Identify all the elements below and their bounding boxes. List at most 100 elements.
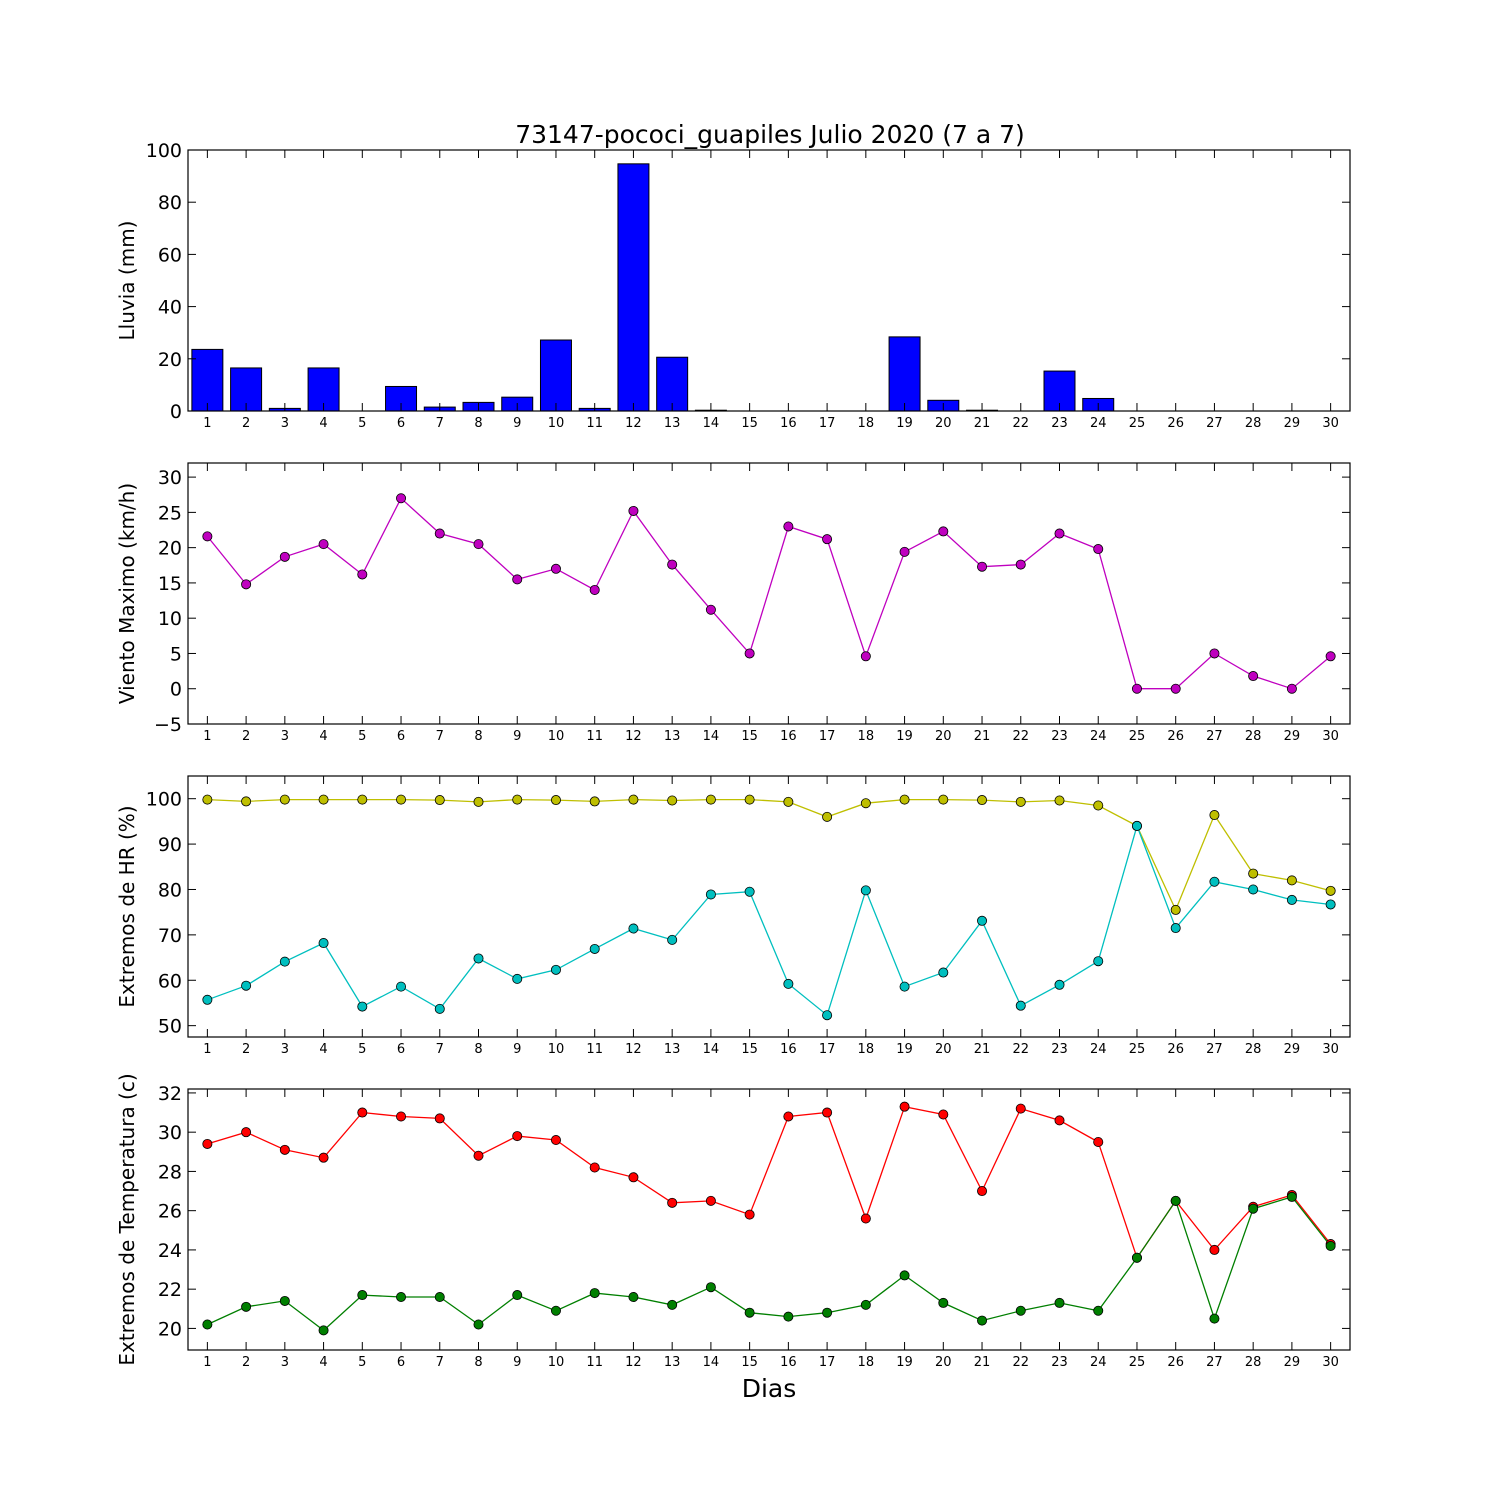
rain-xtick-label-5: 5 (358, 416, 366, 431)
humidity-series-1-point-day-30 (1325, 885, 1336, 896)
humidity-series-1-point-day-18 (860, 798, 871, 809)
rain-ytick-label-40: 40 (158, 297, 182, 319)
humidity-series-2-point-day-8 (473, 953, 484, 964)
temperature-series-2-point-day-21 (977, 1315, 988, 1326)
humidity-ytick-label-70: 70 (158, 925, 182, 947)
temperature-xtick-label-23: 23 (1051, 1355, 1068, 1370)
humidity-series-1-point-day-5 (357, 794, 368, 805)
wind-xtick-label-26: 26 (1167, 729, 1184, 744)
rain-xtick-label-19: 19 (896, 416, 913, 431)
humidity-ytick-label-90: 90 (158, 834, 182, 856)
humidity-series-2-point-day-11 (589, 943, 600, 954)
wind-xtick-label-3: 3 (281, 729, 289, 744)
humidity-series-2-point-day-13 (667, 934, 678, 945)
wind-series-1-point-day-9 (512, 574, 523, 585)
rain-ytick-label-80: 80 (158, 192, 182, 214)
humidity-xtick-label-26: 26 (1167, 1042, 1184, 1057)
rain-xtick-label-3: 3 (281, 416, 289, 431)
rain-axes-frame (187, 149, 1351, 412)
humidity-xtick-label-18: 18 (858, 1042, 875, 1057)
humidity-series-1-point-day-10 (550, 795, 561, 806)
temperature-series-2-point-day-13 (667, 1299, 678, 1310)
rain-bar-day-19 (888, 336, 921, 412)
humidity-series-1-point-day-12 (628, 794, 639, 805)
wind-series-1-point-day-24 (1093, 544, 1104, 555)
temperature-y-axis-label: Extremos de Temperatura (c) (115, 1073, 139, 1365)
temperature-series-1-point-day-9 (512, 1131, 523, 1142)
wind-xtick-label-28: 28 (1245, 729, 1262, 744)
temperature-series-2-point-day-11 (589, 1288, 600, 1299)
rain-xtick-label-2: 2 (242, 416, 250, 431)
temperature-xtick-label-12: 12 (625, 1355, 642, 1370)
temperature-xtick-label-22: 22 (1012, 1355, 1029, 1370)
humidity-series-1-point-day-14 (705, 794, 716, 805)
temperature-series-2-point-day-15 (744, 1307, 755, 1318)
wind-series-1-point-day-8 (473, 539, 484, 550)
humidity-series-1-point-day-28 (1248, 868, 1259, 879)
humidity-xtick-label-25: 25 (1129, 1042, 1146, 1057)
wind-ytick-label-15: 15 (158, 573, 182, 595)
temperature-series-1-point-day-21 (977, 1186, 988, 1197)
rain-xtick-label-22: 22 (1012, 416, 1029, 431)
humidity-series-2-point-day-14 (705, 889, 716, 900)
temperature-ytick-label-30: 30 (158, 1122, 182, 1144)
wind-series-1-point-day-30 (1325, 651, 1336, 662)
wind-series-1-point-day-4 (318, 539, 329, 550)
temperature-series-2-point-day-12 (628, 1292, 639, 1303)
wind-xtick-label-10: 10 (548, 729, 565, 744)
humidity-xtick-label-2: 2 (242, 1042, 250, 1057)
temperature-series-1-point-day-13 (667, 1197, 678, 1208)
wind-xtick-label-4: 4 (319, 729, 327, 744)
humidity-series-1-point-day-16 (783, 796, 794, 807)
temperature-series-2-point-day-28 (1248, 1203, 1259, 1214)
temperature-series-2-point-day-7 (434, 1292, 445, 1303)
temperature-series-1-point-day-5 (357, 1107, 368, 1118)
temperature-series-1-point-day-4 (318, 1152, 329, 1163)
rain-xtick-label-24: 24 (1090, 416, 1107, 431)
rain-y-axis-label: Lluvia (mm) (115, 221, 139, 341)
wind-ytick-label-5: 5 (170, 643, 182, 665)
temperature-series-1-point-day-10 (550, 1135, 561, 1146)
temperature-xtick-label-29: 29 (1284, 1355, 1301, 1370)
temperature-ytick-label-22: 22 (158, 1279, 182, 1301)
temperature-xtick-label-30: 30 (1322, 1355, 1339, 1370)
humidity-series-1-point-day-17 (822, 811, 833, 822)
humidity-series-2-point-day-25 (1131, 820, 1142, 831)
temperature-axes-frame (187, 1088, 1351, 1351)
wind-y-axis-label: Viento Maximo (km/h) (115, 483, 139, 704)
rain-xtick-label-4: 4 (319, 416, 327, 431)
temperature-series-2-point-day-1 (202, 1319, 213, 1330)
temperature-series-2-point-day-30 (1325, 1240, 1336, 1251)
humidity-series-2-point-day-6 (396, 981, 407, 992)
temperature-series-1-point-day-14 (705, 1195, 716, 1206)
temperature-series-2-point-day-4 (318, 1325, 329, 1336)
wind-series-1-point-day-10 (550, 563, 561, 574)
humidity-series-2-point-day-27 (1209, 876, 1220, 887)
temperature-series-1-point-day-23 (1054, 1115, 1065, 1126)
humidity-xtick-label-13: 13 (664, 1042, 681, 1057)
humidity-series-1-point-day-27 (1209, 810, 1220, 821)
temperature-series-2-point-day-14 (705, 1282, 716, 1293)
wind-xtick-label-5: 5 (358, 729, 366, 744)
humidity-xtick-label-29: 29 (1284, 1042, 1301, 1057)
wind-series-1-line (206, 497, 1332, 690)
wind-ytick-label-25: 25 (158, 502, 182, 524)
humidity-xtick-label-20: 20 (935, 1042, 952, 1057)
temperature-series-2-point-day-19 (899, 1270, 910, 1281)
temperature-series-2-point-day-17 (822, 1307, 833, 1318)
humidity-series-2-point-day-17 (822, 1010, 833, 1021)
temperature-xtick-label-21: 21 (974, 1355, 991, 1370)
temperature-series-1-point-day-11 (589, 1162, 600, 1173)
humidity-series-2-point-day-29 (1286, 894, 1297, 905)
wind-xtick-label-6: 6 (397, 729, 405, 744)
wind-xtick-label-22: 22 (1012, 729, 1029, 744)
humidity-series-2-point-day-3 (279, 956, 290, 967)
humidity-series-1-point-day-11 (589, 796, 600, 807)
temperature-xtick-label-2: 2 (242, 1355, 250, 1370)
rain-xtick-label-21: 21 (974, 416, 991, 431)
wind-series-1-point-day-26 (1170, 683, 1181, 694)
temperature-xtick-label-24: 24 (1090, 1355, 1107, 1370)
humidity-series-1-point-day-20 (938, 794, 949, 805)
